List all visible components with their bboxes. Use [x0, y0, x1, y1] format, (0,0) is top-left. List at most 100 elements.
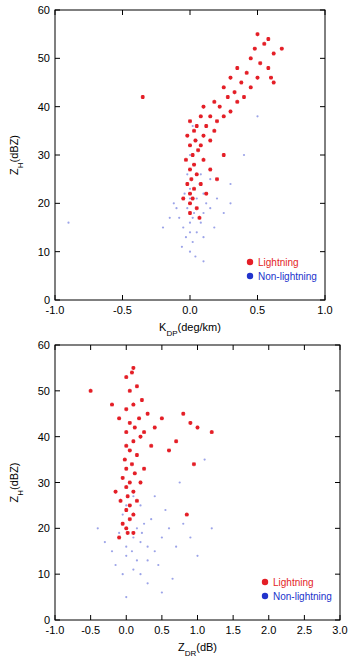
lightning-point [123, 458, 127, 462]
lightning-point [195, 124, 199, 128]
lightning-point [266, 37, 270, 41]
axis-title-part: (dBZ) [8, 135, 20, 163]
lightning-point [208, 139, 212, 143]
legend-label: Lightning [258, 257, 299, 268]
non-lightning-point [118, 532, 120, 534]
non-lightning-point [169, 217, 171, 219]
lightning-point [208, 114, 212, 118]
non-lightning-point [154, 495, 156, 497]
non-lightning-point [186, 207, 188, 209]
non-lightning-point [205, 202, 207, 204]
y-tick [55, 528, 60, 529]
non-lightning-point [196, 555, 198, 557]
non-lightning-point [147, 582, 149, 584]
non-lightning-point [189, 222, 191, 224]
non-lightning-point [161, 591, 163, 593]
y-tick [55, 155, 60, 156]
lightning-point [212, 129, 216, 133]
non-lightning-point [182, 523, 184, 525]
x-tick-label: 1.5 [225, 624, 240, 636]
non-lightning-point [175, 207, 177, 209]
lightning-point [185, 134, 189, 138]
lightning-point [124, 467, 128, 471]
lightning-point [124, 526, 128, 530]
non-lightning-point [111, 550, 113, 552]
lightning-point [215, 119, 219, 123]
lightning-point [89, 389, 93, 393]
non-lightning-point [204, 458, 206, 460]
lightning-point [229, 76, 233, 80]
x-tick [126, 615, 127, 620]
axis-title-part: (dBZ) [8, 462, 20, 490]
non-lightning-point [182, 226, 184, 228]
non-lightning-point [168, 527, 170, 529]
x-tick [304, 345, 305, 350]
lightning-point [110, 403, 114, 407]
non-lightning-point [104, 541, 106, 543]
y-tick-label: 60 [38, 4, 50, 16]
lightning-point [192, 163, 196, 167]
y-axis-title: ZH(dBZ) [8, 462, 25, 502]
x-axis-title: KDP(deg/km) [159, 321, 221, 338]
lightning-point [142, 430, 146, 434]
lightning-point [215, 177, 219, 181]
lightning-point [269, 76, 273, 80]
non-lightning-point [213, 226, 215, 228]
non-lightning-point [211, 527, 213, 529]
non-lightning-point [202, 260, 204, 262]
y-tick [55, 58, 60, 59]
non-lightning-point [193, 164, 195, 166]
y-tick [335, 436, 340, 437]
lightning-point [140, 398, 144, 402]
lightning-point [199, 143, 203, 147]
lightning-point [249, 56, 253, 60]
lightning-point [135, 384, 139, 388]
non-lightning-point [197, 149, 199, 151]
lightning-point [202, 158, 206, 162]
lightning-point [135, 453, 139, 457]
non-lightning-point [196, 231, 198, 233]
y-tick [335, 482, 340, 483]
lightning-point [146, 412, 150, 416]
non-lightning-point [186, 173, 188, 175]
lightning-point [126, 531, 130, 535]
x-tick [268, 345, 269, 350]
plot-frame [55, 345, 340, 620]
lightning-point [131, 490, 135, 494]
lightning-point [124, 407, 128, 411]
lightning-point [272, 52, 276, 56]
lightning-point [128, 448, 132, 452]
non-lightning-point [209, 178, 211, 180]
x-tick-label: 1.0 [190, 624, 205, 636]
lightning-point [188, 201, 192, 205]
x-axis-title: ZDR(dB) [178, 641, 217, 658]
lightning-point [189, 177, 193, 181]
lightning-point [188, 168, 192, 172]
non-lightning-point [147, 559, 149, 561]
lightning-point [202, 105, 206, 109]
y-tick-label: 0 [44, 294, 50, 306]
x-tick [90, 345, 91, 350]
lightning-point [280, 47, 284, 51]
non-lightning-point [150, 518, 152, 520]
non-lightning-point [175, 546, 177, 548]
lightning-point [124, 375, 128, 379]
lightning-point [142, 467, 146, 471]
lightning-point [114, 490, 118, 494]
non-lightning-point [171, 578, 173, 580]
non-lightning-point [136, 559, 138, 561]
non-lightning-point [132, 536, 134, 538]
non-lightning-point [202, 212, 204, 214]
legend-marker [262, 593, 268, 599]
y-tick [55, 251, 60, 252]
x-tick [161, 345, 162, 350]
non-lightning-point [125, 596, 127, 598]
non-lightning-point [200, 173, 202, 175]
non-lightning-point [179, 481, 181, 483]
non-lightning-point [122, 513, 124, 515]
y-tick-label: 0 [44, 614, 50, 626]
lightning-point [210, 430, 214, 434]
lightning-point [124, 485, 128, 489]
y-tick [55, 436, 60, 437]
lightning-point [131, 513, 135, 517]
